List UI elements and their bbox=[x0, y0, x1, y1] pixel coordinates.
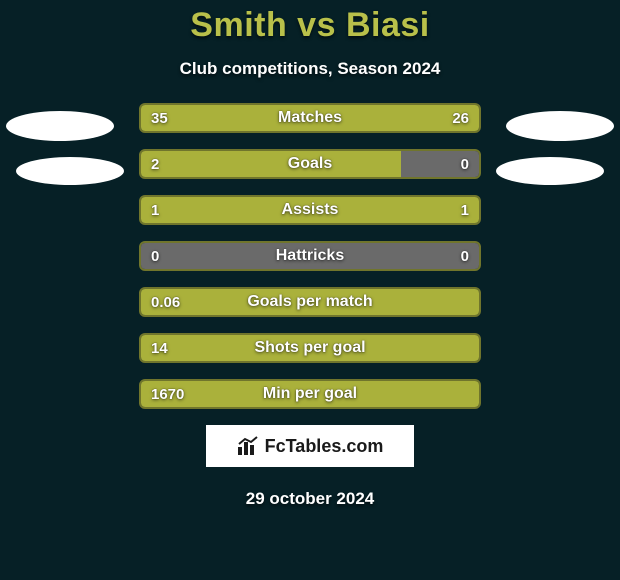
stat-bar-left-seg bbox=[141, 289, 479, 315]
stat-row: 35Matches26 bbox=[139, 103, 481, 133]
stat-bar-track bbox=[139, 379, 481, 409]
stat-row: 2Goals0 bbox=[139, 149, 481, 179]
subtitle: Club competitions, Season 2024 bbox=[0, 59, 620, 79]
stat-bar-left-seg bbox=[141, 105, 334, 131]
content: 35Matches26 2Goals0 1Assists1 0Hattricks0 0.… bbox=[0, 103, 620, 509]
logo-text: FcTables.com bbox=[265, 436, 384, 457]
stat-bar-track bbox=[139, 287, 481, 317]
stat-row: 1Assists1 bbox=[139, 195, 481, 225]
stat-bar-left-seg bbox=[141, 335, 479, 361]
stat-bar-mid-seg bbox=[141, 243, 479, 269]
stat-row: 1670Min per goal bbox=[139, 379, 481, 409]
stat-bar-left-seg bbox=[141, 151, 401, 177]
stat-bar-left-seg bbox=[141, 381, 479, 407]
stat-bar-track bbox=[139, 333, 481, 363]
comparison-card: Smith vs Biasi Club competitions, Season… bbox=[0, 0, 620, 580]
stat-bars: 35Matches26 2Goals0 1Assists1 0Hattricks0 0.… bbox=[139, 103, 481, 409]
player-left-avatar-1 bbox=[6, 111, 114, 141]
stat-row: 14Shots per goal bbox=[139, 333, 481, 363]
stat-bar-mid-seg bbox=[401, 151, 479, 177]
stat-bar-track bbox=[139, 195, 481, 225]
logo-chart-icon bbox=[237, 436, 259, 456]
stat-bar-track bbox=[139, 149, 481, 179]
stat-bar-right-seg bbox=[310, 197, 479, 223]
stat-row: 0.06Goals per match bbox=[139, 287, 481, 317]
logo-box: FcTables.com bbox=[206, 425, 414, 467]
stat-bar-left-seg bbox=[141, 197, 310, 223]
stat-bar-track bbox=[139, 241, 481, 271]
player-left-avatar-2 bbox=[16, 157, 124, 185]
stat-bar-right-seg bbox=[334, 105, 479, 131]
page-title: Smith vs Biasi bbox=[0, 6, 620, 45]
date-text: 29 october 2024 bbox=[0, 489, 620, 509]
stat-bar-track bbox=[139, 103, 481, 133]
player-right-avatar-2 bbox=[496, 157, 604, 185]
stat-row: 0Hattricks0 bbox=[139, 241, 481, 271]
player-right-avatar-1 bbox=[506, 111, 614, 141]
